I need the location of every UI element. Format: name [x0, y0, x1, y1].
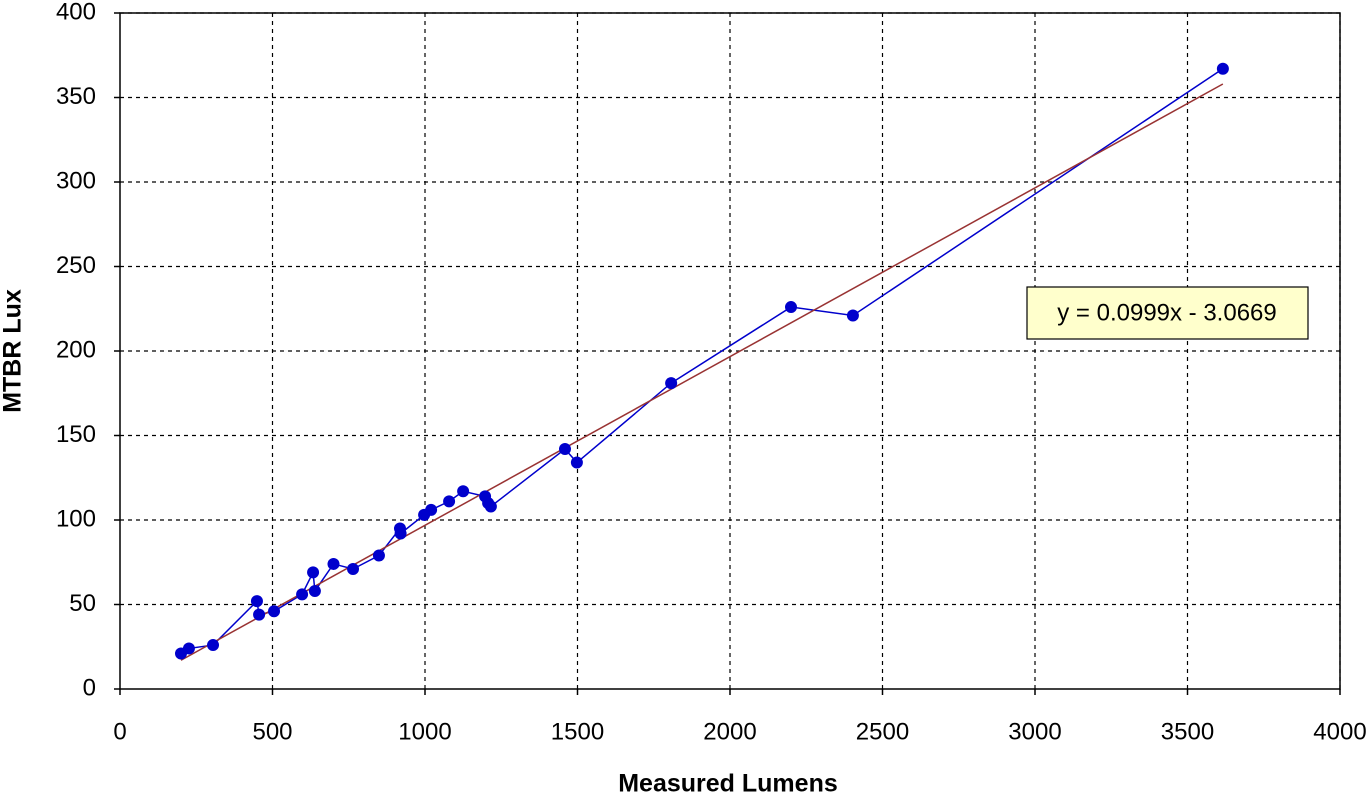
point	[182, 642, 195, 655]
plot-frame	[119, 12, 1341, 690]
point	[308, 584, 321, 597]
y-tick-label: 300	[56, 167, 96, 194]
y-tick-label: 150	[56, 421, 96, 448]
x-tick-label: 4000	[1313, 718, 1366, 745]
x-tick-label: 3000	[1008, 718, 1061, 745]
point	[347, 563, 360, 576]
y-tick-label: 50	[69, 590, 96, 617]
point	[457, 485, 470, 498]
annotation-box	[1026, 286, 1309, 340]
point	[665, 377, 678, 390]
point	[484, 500, 497, 513]
point	[327, 557, 340, 570]
point	[443, 495, 456, 508]
point	[250, 595, 263, 608]
y-tick-label: 250	[56, 252, 96, 279]
point	[253, 608, 266, 621]
x-tick-label: 2000	[703, 718, 756, 745]
point	[394, 527, 407, 540]
point	[372, 549, 385, 562]
point	[307, 566, 320, 579]
y-tick-label: 0	[83, 674, 96, 701]
x-axis-title: Measured Lumens	[618, 770, 838, 797]
point	[570, 456, 583, 469]
point	[846, 309, 859, 322]
y-tick-label: 400	[56, 0, 96, 25]
x-tick-label: 1000	[398, 718, 451, 745]
y-tick-label: 350	[56, 83, 96, 110]
y-tick-label: 200	[56, 336, 96, 363]
point	[268, 605, 281, 618]
x-tick-label: 2500	[856, 718, 909, 745]
annotation: y = 0.0999x - 3.0669	[1057, 299, 1277, 326]
y-axis-title: MTBR Lux	[0, 289, 27, 413]
point	[207, 639, 220, 652]
x-tick-label: 1500	[551, 718, 604, 745]
y-tick-label: 100	[56, 505, 96, 532]
point	[425, 503, 438, 516]
trend-line	[180, 83, 1224, 661]
point	[296, 588, 309, 601]
point	[1216, 62, 1229, 75]
x-tick-label: 500	[252, 718, 292, 745]
point	[558, 443, 571, 456]
point	[785, 301, 797, 314]
x-tick-label: 3500	[1161, 718, 1214, 745]
x-tick-label: 0	[113, 718, 126, 745]
